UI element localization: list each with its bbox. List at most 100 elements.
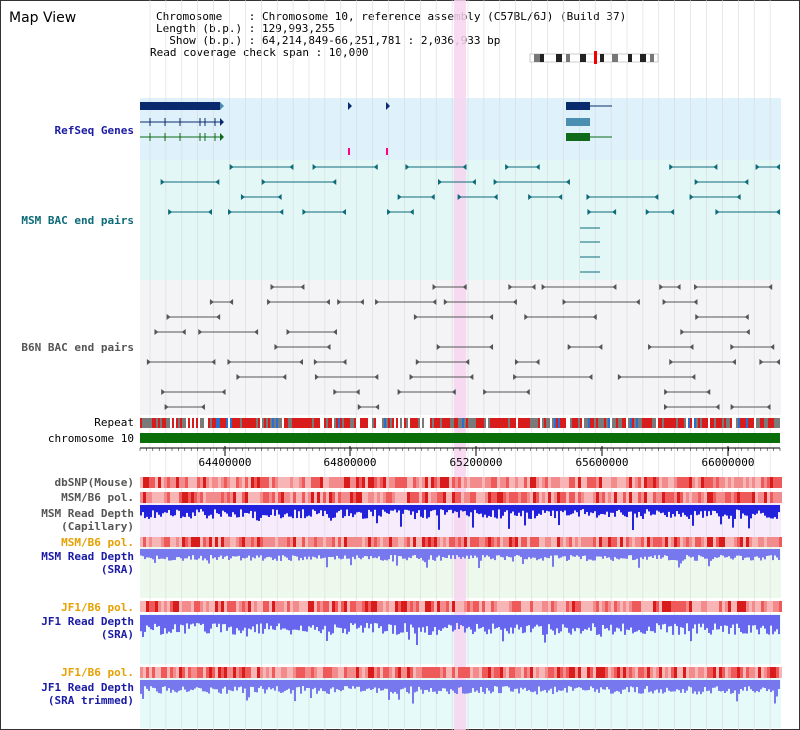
jf1-sra-depth-bar [184,615,186,634]
msm-b6-pol-cell [242,492,245,503]
msm-b6-pol-2-cell [770,537,773,547]
ideogram-band [640,54,646,62]
msm-sra-depth-bar [166,549,168,558]
jf1-b6-pol-cell [182,601,185,612]
msm-sra-depth-bar [608,549,610,558]
jf1-sra-depth-bar [528,615,530,626]
msm-sra-depth-bar [546,549,548,558]
jf1-sra-depth-bar [518,615,520,630]
jf1-b6-pol-cell [515,601,518,612]
jf1-sra-depth-bar [360,615,362,626]
msm-b6-pol-cell [197,492,200,503]
label-b6n-bac[interactable]: B6N BAC end pairs [21,341,134,354]
msm-b6-pol-cell [683,492,686,503]
label-msm-b6-pol-2[interactable]: MSM/B6 pol. [61,536,134,549]
jf1-trim-depth-bar [354,680,356,689]
jf1-b6-pol-2-cell [497,667,500,678]
dbsnp-cell [617,477,620,488]
label-jf1-depth-trim[interactable]: JF1 Read Depth [41,681,134,694]
msm-b6-pol-cell [422,492,425,503]
jf1-b6-pol-2-cell [629,667,632,678]
msm-b6-pol-cell [365,492,368,503]
label-dbsnp[interactable]: dbSNP(Mouse) [54,476,134,489]
ideogram-band [556,54,562,62]
jf1-trim-depth-bar [336,680,338,690]
jf1-trim-depth-bar [736,680,738,702]
msm-sra-depth-bar [696,549,698,561]
msm-b6-pol-2-cell [605,537,608,547]
repeat-cell [246,418,248,428]
jf1-trim-depth-bar [194,680,196,689]
label-msm-depth-sra[interactable]: MSM Read Depth [41,550,134,563]
dbsnp-cell [530,477,533,488]
msm-bac-pair-end [229,164,234,170]
jf1-trim-depth-bar [416,680,418,692]
label-msm-bac[interactable]: MSM BAC end pairs [21,214,134,227]
label-msm-depth-cap[interactable]: MSM Read Depth [41,507,134,520]
jf1-trim-depth-bar [468,680,470,694]
jf1-trim-depth-bar [300,680,302,694]
repeat-cell [760,418,762,428]
dbsnp-cell [224,477,227,488]
msm-cap-depth-bar [488,505,490,516]
msm-sra-depth-bar [394,549,396,556]
dbsnp-cell [647,477,650,488]
dbsnp-cell [734,477,737,488]
msm-b6-pol-2-cell [773,537,776,547]
jf1-trim-depth-bar [322,680,324,692]
msm-cap-depth-bar [408,505,410,511]
label-jf1-depth-sra[interactable]: JF1 Read Depth [41,615,134,628]
msm-cap-depth-bar [564,505,566,511]
repeat-cell [702,418,704,428]
msm-cap-depth-bar [654,505,656,515]
msm-cap-depth-bar [364,505,366,519]
repeat-cell [376,418,378,428]
msm-cap-depth-bar [624,505,626,517]
jf1-trim-depth-bar [498,680,500,694]
jf1-sra-depth-bar [444,615,446,628]
msm-sra-depth-bar [432,549,434,560]
repeat-cell [674,418,676,428]
jf1-trim-depth-bar [280,680,282,693]
jf1-sra-depth-bar [750,615,752,633]
jf1-trim-depth-bar [582,680,584,690]
msm-b6-pol-cell [485,492,488,503]
label-msm-b6-pol[interactable]: MSM/B6 pol. [61,491,134,504]
jf1-trim-depth-bar [684,680,686,693]
msm-sra-depth-bar [502,549,504,558]
dbsnp-cell [257,477,260,488]
msm-cap-depth-bar [320,505,322,511]
msm-sra-depth-bar [198,549,200,559]
jf1-sra-depth-bar [268,615,270,630]
msm-cap-depth-bar [228,505,230,517]
label-jf1-b6-pol[interactable]: JF1/B6 pol. [61,601,134,614]
repeat-cell [406,418,408,428]
msm-bac-track[interactable] [160,164,780,273]
repeat-cell [250,418,252,428]
jf1-trim-depth-bar [404,680,406,688]
jf1-sra-depth-bar [524,615,526,633]
label-jf1-b6-pol-2[interactable]: JF1/B6 pol. [61,666,134,679]
coverage-line: Read coverage check span : 10,000 [150,46,369,59]
msm-sra-depth-bar [236,549,238,557]
jf1-b6-pol-2-cell [764,667,767,678]
msm-cap-depth-bar [248,505,250,514]
msm-sra-depth-bar [434,549,436,561]
refseq-genes-track[interactable] [140,102,612,155]
label-refseq-genes[interactable]: RefSeq Genes [54,124,134,137]
repeat-cell [364,418,366,428]
jf1-sra-depth-bar [616,615,618,628]
chromosome-ideogram[interactable] [529,51,659,64]
msm-sra-depth-bar [496,549,498,556]
jf1-sra-depth-bar [626,615,628,630]
msm-b6-pol-2-cell [407,537,410,547]
msm-b6-pol-2-cell [326,537,329,547]
msm-sra-depth-bar [772,549,774,561]
jf1-sra-depth-bar [602,615,604,625]
jf1-b6-pol-cell [734,601,737,612]
b6n-bac-pair-end [776,359,780,365]
b6n-bac-track[interactable] [146,284,780,410]
msm-sra-depth-bar [276,549,278,561]
msm-b6-pol-cell [689,492,692,503]
